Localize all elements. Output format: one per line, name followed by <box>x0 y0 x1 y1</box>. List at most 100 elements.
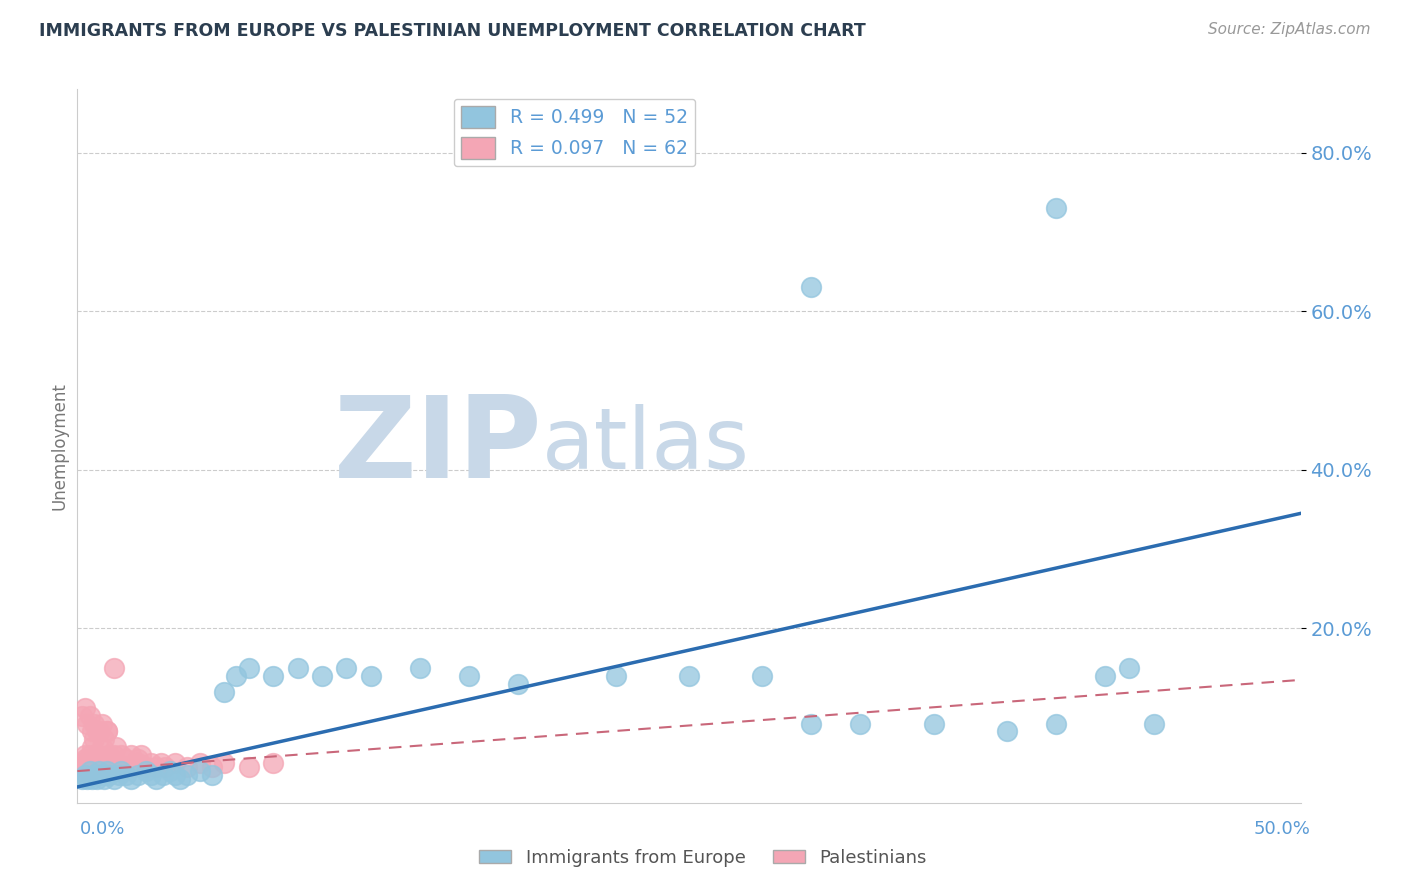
Point <box>89 764 111 778</box>
Point <box>212 756 235 771</box>
Point <box>127 756 149 771</box>
Point <box>225 669 247 683</box>
Point <box>90 768 112 782</box>
Point <box>262 756 284 771</box>
Point <box>100 756 122 771</box>
Point <box>73 748 96 763</box>
Text: atlas: atlas <box>543 404 751 488</box>
Point <box>176 768 198 782</box>
Point <box>70 772 93 786</box>
Point <box>995 724 1018 739</box>
Point <box>506 677 529 691</box>
Point <box>1143 716 1166 731</box>
Point <box>800 280 823 294</box>
Point <box>70 760 93 774</box>
Point <box>90 740 112 755</box>
Point <box>79 708 101 723</box>
Point <box>73 752 96 766</box>
Point <box>360 669 382 683</box>
Point <box>80 756 103 771</box>
Point <box>79 764 101 778</box>
Point <box>76 716 98 731</box>
Point <box>176 760 198 774</box>
Point <box>103 748 125 763</box>
Point <box>83 732 105 747</box>
Legend: Immigrants from Europe, Palestinians: Immigrants from Europe, Palestinians <box>471 842 935 874</box>
Point <box>89 724 111 739</box>
Point <box>96 724 118 739</box>
Point <box>96 764 118 778</box>
Point <box>86 772 108 786</box>
Point <box>89 748 111 763</box>
Point <box>1045 716 1067 731</box>
Point <box>169 772 191 786</box>
Point <box>135 764 157 778</box>
Point <box>83 760 105 774</box>
Point <box>457 669 479 683</box>
Y-axis label: Unemployment: Unemployment <box>51 382 69 510</box>
Point <box>115 760 138 774</box>
Point <box>922 716 945 731</box>
Point <box>122 760 145 774</box>
Point <box>1094 669 1116 683</box>
Point <box>155 760 177 774</box>
Point <box>103 661 125 675</box>
Point <box>115 752 138 766</box>
Point <box>800 716 823 731</box>
Text: ZIP: ZIP <box>333 391 543 501</box>
Point <box>76 756 98 771</box>
Point <box>120 748 142 763</box>
Point <box>90 716 112 731</box>
Point <box>335 661 357 675</box>
Point <box>145 772 167 786</box>
Point <box>76 772 98 786</box>
Point <box>98 748 121 763</box>
Point <box>115 768 138 782</box>
Point <box>79 748 101 763</box>
Point <box>69 764 91 778</box>
Point <box>238 661 260 675</box>
Point <box>139 768 162 782</box>
Text: 0.0%: 0.0% <box>80 820 125 838</box>
Point <box>201 768 224 782</box>
Point <box>139 756 162 771</box>
Point <box>70 708 93 723</box>
Point <box>108 768 131 782</box>
Point <box>129 748 152 763</box>
Point <box>86 756 108 771</box>
Point <box>89 760 111 774</box>
Point <box>80 772 103 786</box>
Point <box>238 760 260 774</box>
Point <box>103 772 125 786</box>
Point <box>201 760 224 774</box>
Point <box>165 768 187 782</box>
Point <box>152 768 174 782</box>
Point <box>98 752 121 766</box>
Point <box>409 661 432 675</box>
Point <box>262 669 284 683</box>
Point <box>86 724 108 739</box>
Point <box>135 760 157 774</box>
Point <box>110 764 132 778</box>
Point <box>188 764 211 778</box>
Point <box>311 669 333 683</box>
Point <box>80 724 103 739</box>
Text: 50.0%: 50.0% <box>1254 820 1310 838</box>
Point <box>73 768 96 782</box>
Point <box>76 760 98 774</box>
Point <box>83 768 105 782</box>
Point <box>105 740 128 755</box>
Point <box>849 716 872 731</box>
Point <box>159 764 181 778</box>
Point <box>96 724 118 739</box>
Point <box>79 764 101 778</box>
Point <box>93 760 115 774</box>
Point <box>751 669 773 683</box>
Point <box>93 772 115 786</box>
Point <box>93 732 115 747</box>
Point <box>73 700 96 714</box>
Point <box>108 760 131 774</box>
Point <box>127 768 149 782</box>
Point <box>149 756 172 771</box>
Point <box>127 752 149 766</box>
